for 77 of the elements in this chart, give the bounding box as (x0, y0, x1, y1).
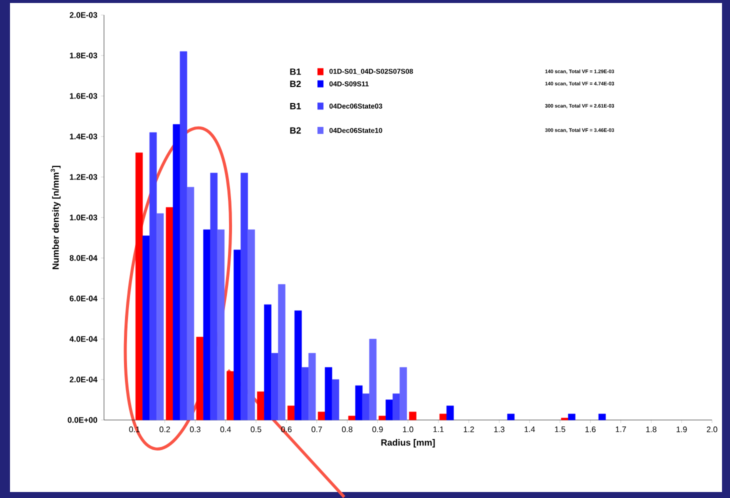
y-tick-label: 1.8E-03 (70, 52, 98, 58)
annotation: B2 (290, 127, 301, 134)
bar (332, 379, 340, 420)
x-tick-label: 1.0 (403, 426, 414, 432)
y-axis-title: Number density [n/mm$^{3}$] (50, 166, 61, 270)
bar (301, 367, 309, 420)
bar (271, 353, 278, 420)
bar (362, 394, 370, 420)
x-tick-label: 1.2 (464, 426, 474, 432)
x-tick-label: 0.7 (312, 426, 322, 432)
y-tick-label: 4.0E-04 (70, 336, 98, 342)
x-axis-title: Radius [mm] (381, 439, 435, 448)
x-tick-label: 0.9 (372, 426, 383, 432)
bar (142, 236, 150, 420)
y-tick-label: 1.2E-03 (70, 174, 98, 180)
y-tick-label: 8.0E-04 (70, 255, 98, 261)
bar (507, 414, 515, 420)
bar (180, 51, 188, 420)
bar (248, 229, 255, 420)
bar (324, 367, 332, 420)
bar (166, 207, 174, 420)
bar (135, 152, 143, 420)
bar (355, 385, 363, 420)
annotation: B1 (290, 103, 301, 110)
x-tick-label: 1.6 (585, 426, 596, 432)
bar (186, 186, 194, 420)
bar (257, 392, 264, 420)
x-tick-label: 0.4 (220, 426, 231, 432)
bar (156, 213, 164, 420)
annotation: B1 (290, 68, 301, 75)
bar (196, 336, 204, 420)
y-tick-label: 6.0E-04 (70, 296, 98, 302)
x-tick-label: 0.8 (342, 426, 352, 432)
x-tick-label: 1.1 (433, 426, 444, 432)
bar (294, 310, 302, 420)
y-tick-label: 1.4E-03 (70, 134, 98, 140)
y-tick-label: 2.0E-04 (70, 376, 98, 382)
bar (568, 414, 576, 420)
bar (203, 229, 211, 420)
x-tick-label: 1.7 (616, 426, 626, 432)
x-tick-label: 0.2 (160, 426, 170, 432)
y-tick-label: 1.0E-03 (70, 214, 98, 220)
y-tick-label: 1.6E-03 (70, 93, 98, 99)
bar (439, 414, 447, 420)
x-tick-label: 1.3 (494, 426, 504, 432)
x-tick-label: 1.9 (676, 426, 687, 432)
bar (149, 132, 157, 420)
bar (561, 418, 568, 420)
x-tick-label: 1.8 (646, 426, 656, 432)
x-tick-label: 2.0 (706, 426, 718, 432)
x-tick-label: 0.5 (250, 426, 262, 432)
bar (278, 284, 286, 420)
bar (172, 124, 180, 420)
bar (264, 304, 272, 420)
bar (217, 229, 225, 420)
x-tick-label: 1.4 (524, 426, 535, 432)
annotation: B2 (290, 80, 301, 87)
bar (234, 250, 241, 420)
bar (318, 412, 326, 420)
bar (240, 172, 248, 420)
bar (210, 172, 218, 420)
bar (378, 416, 386, 420)
bar (386, 400, 393, 420)
bar (400, 367, 407, 420)
bar (409, 412, 416, 420)
bar (308, 353, 316, 420)
x-tick-label: 1.5 (555, 426, 566, 432)
y-tick-label: 2.0E-03 (70, 12, 98, 18)
bar (287, 406, 295, 420)
y-tick-label: 0.0E+00 (68, 417, 98, 423)
bar (598, 414, 606, 420)
bar (446, 406, 454, 420)
bar (348, 416, 356, 420)
x-tick-label: 0.3 (190, 426, 200, 432)
bar (226, 371, 234, 420)
bar (369, 338, 377, 420)
bar (392, 394, 400, 420)
